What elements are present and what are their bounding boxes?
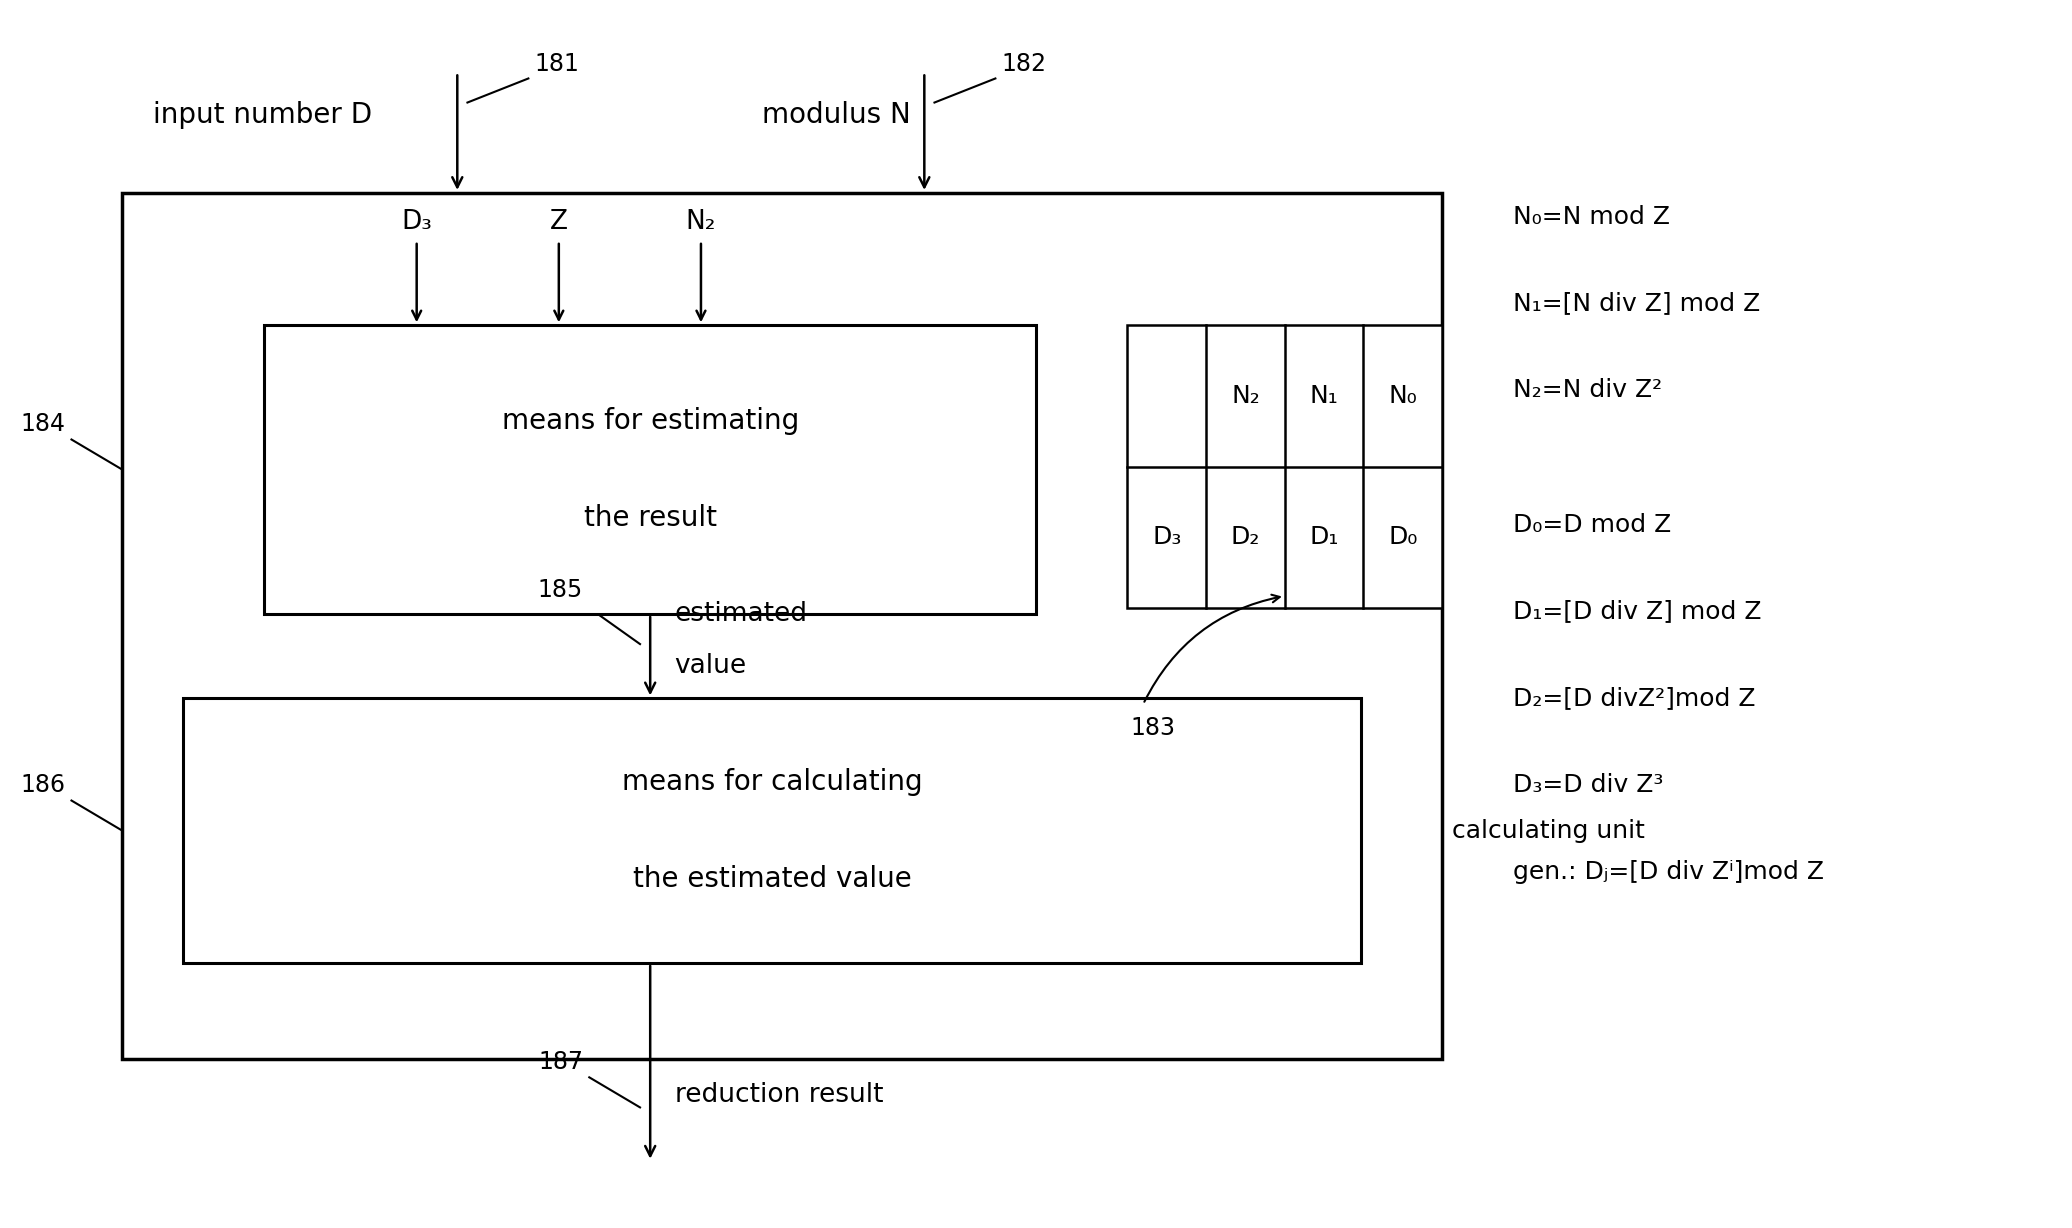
Text: estimated: estimated — [675, 600, 808, 628]
Text: N₂: N₂ — [686, 209, 717, 235]
Text: the estimated value: the estimated value — [632, 865, 912, 893]
Text: gen.: Dⱼ=[D div Zⁱ]mod Z: gen.: Dⱼ=[D div Zⁱ]mod Z — [1513, 860, 1823, 883]
Text: D₀=D mod Z: D₀=D mod Z — [1513, 513, 1672, 537]
Bar — [122, 193, 1442, 1060]
Text: N₂=N div Z²: N₂=N div Z² — [1513, 378, 1662, 402]
Text: N₁: N₁ — [1310, 384, 1339, 408]
Text: N₁=[N div Z] mod Z: N₁=[N div Z] mod Z — [1513, 291, 1761, 316]
Text: means for estimating: means for estimating — [501, 408, 800, 436]
Text: reduction result: reduction result — [675, 1082, 883, 1109]
Text: D₂: D₂ — [1231, 526, 1260, 549]
Text: D₀: D₀ — [1388, 526, 1417, 549]
Text: input number D: input number D — [153, 101, 371, 129]
Text: 182: 182 — [1001, 52, 1046, 76]
Text: 184: 184 — [21, 411, 66, 436]
Text: N₀=N mod Z: N₀=N mod Z — [1513, 205, 1670, 228]
Text: 187: 187 — [539, 1050, 582, 1073]
Bar — [182, 699, 1361, 963]
Text: D₃=D div Z³: D₃=D div Z³ — [1513, 772, 1664, 797]
Bar — [265, 325, 1036, 614]
Text: the result: the result — [584, 503, 717, 532]
Text: D₂=[D divZ²]mod Z: D₂=[D divZ²]mod Z — [1513, 686, 1755, 710]
Text: Z: Z — [549, 209, 568, 235]
Text: N₂: N₂ — [1231, 384, 1260, 408]
Text: D₃: D₃ — [402, 209, 433, 235]
Text: D₁=[D div Z] mod Z: D₁=[D div Z] mod Z — [1513, 599, 1761, 624]
Text: means for calculating: means for calculating — [622, 769, 922, 797]
Text: D₃: D₃ — [1152, 526, 1181, 549]
Text: 181: 181 — [535, 52, 580, 76]
Text: D₁: D₁ — [1310, 526, 1339, 549]
Text: value: value — [675, 653, 746, 679]
Bar — [1127, 325, 1442, 608]
Text: modulus N: modulus N — [762, 101, 910, 129]
Text: N₀: N₀ — [1388, 384, 1417, 408]
Text: calculating unit: calculating unit — [1452, 819, 1645, 842]
Text: 183: 183 — [1131, 716, 1175, 740]
Text: 186: 186 — [21, 772, 66, 797]
Text: 185: 185 — [539, 578, 582, 602]
